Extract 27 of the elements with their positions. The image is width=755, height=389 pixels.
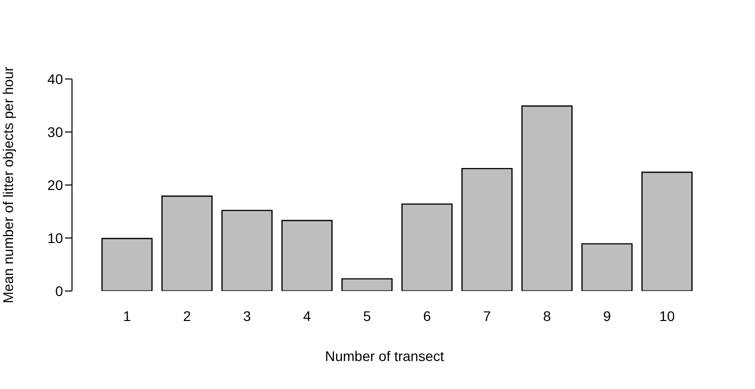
x-tick-label: 4: [303, 308, 312, 324]
bar: [521, 105, 573, 291]
x-tick-label: 2: [183, 308, 192, 324]
x-tick-label: 6: [423, 308, 432, 324]
x-tick-label: 7: [483, 308, 492, 324]
bar: [641, 172, 693, 291]
x-axis-title: Number of transect: [324, 348, 444, 364]
x-tick-label: 5: [363, 308, 372, 324]
bar: [221, 210, 273, 291]
x-tick-label: 1: [123, 308, 132, 324]
bar: [401, 203, 453, 291]
x-tick-label: 8: [543, 308, 552, 324]
y-tick-label: 30: [47, 124, 64, 140]
y-tick-label: 10: [47, 230, 64, 246]
y-axis-title: Mean number of litter objects per hour: [0, 66, 16, 304]
y-tick-label: 0: [55, 282, 64, 299]
bar: [281, 220, 333, 291]
x-tick-label: 10: [659, 308, 675, 324]
y-tick-label: 40: [47, 70, 64, 87]
x-tick-label: 3: [243, 308, 252, 324]
bar: [581, 243, 633, 291]
bar: [341, 278, 393, 291]
x-tick-label: 9: [603, 308, 612, 324]
bar: [461, 168, 513, 291]
y-tick-label: 20: [47, 176, 64, 193]
bar: [161, 196, 213, 291]
bar: [101, 238, 153, 291]
